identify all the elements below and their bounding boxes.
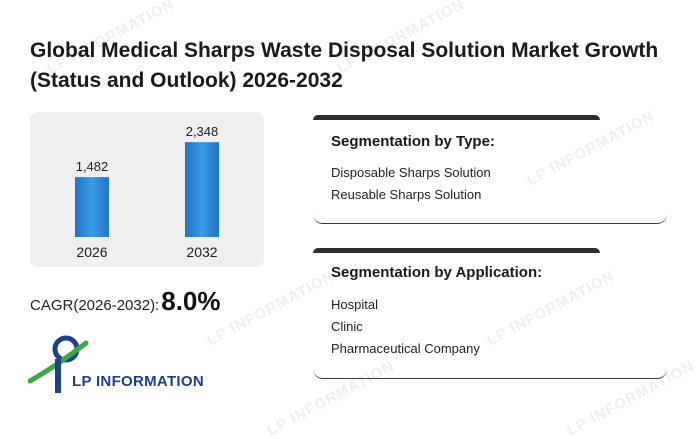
- cagr-label: CAGR(2026-2032):: [30, 297, 160, 314]
- list-item: Reusable Sharps Solution: [331, 187, 482, 202]
- list-item: Pharmaceutical Company: [331, 341, 480, 356]
- x-tick-label: 2026: [76, 244, 107, 260]
- logo-mark-icon: [27, 335, 89, 393]
- box-top-bar: [313, 248, 600, 253]
- list-item: Clinic: [331, 319, 363, 334]
- box-top-bar: [313, 115, 600, 120]
- bar-2032: [185, 142, 219, 237]
- cagr-summary: CAGR(2026-2032): 8.0%: [30, 286, 221, 316]
- segmentation-type-title: Segmentation by Type:: [331, 133, 495, 150]
- bar-value-label: 1,482: [76, 159, 109, 174]
- logo-text: LP INFORMATION: [72, 373, 204, 390]
- bar-value-label: 2,348: [186, 124, 219, 139]
- bar-2026: [75, 177, 109, 237]
- segmentation-application-box: Segmentation by Application: Hospital Cl…: [313, 248, 667, 379]
- x-tick-label: 2032: [186, 244, 217, 260]
- bar-chart: 1,482 2026 2,348 2032: [75, 124, 219, 260]
- list-item: Disposable Sharps Solution: [331, 165, 491, 180]
- page-title: Global Medical Sharps Waste Disposal Sol…: [30, 39, 659, 92]
- bar-chart-panel: 1,482 2026 2,348 2032: [30, 112, 264, 267]
- segmentation-application-title: Segmentation by Application:: [331, 264, 543, 281]
- segmentation-type-box: Segmentation by Type: Disposable Sharps …: [313, 115, 667, 224]
- list-item: Hospital: [331, 297, 378, 312]
- lp-information-logo: LP INFORMATION: [27, 335, 208, 395]
- cagr-value: 8.0%: [161, 286, 221, 316]
